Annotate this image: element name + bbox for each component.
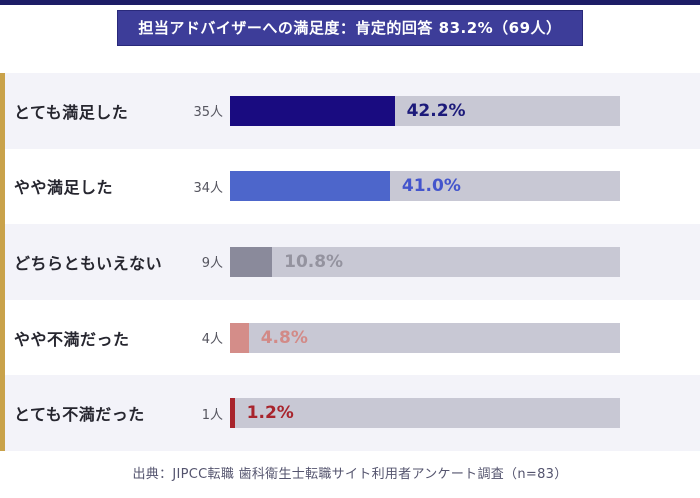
- category-label: とても満足した: [14, 102, 129, 122]
- value-label: 10.8%: [284, 251, 344, 272]
- bar-fill: [230, 171, 390, 202]
- category-label: やや満足した: [14, 178, 114, 198]
- bar-row: やや満足した 34人 41.0%: [5, 149, 700, 225]
- count-label: 34人: [193, 180, 223, 196]
- value-label: 42.2%: [406, 100, 466, 121]
- count-label: 9人: [201, 256, 223, 272]
- value-label: 1.2%: [246, 403, 294, 424]
- bar-chart: とても満足した 35人 42.2% やや満足した 34人 41.0% どちらともいえない 9人…: [0, 73, 700, 451]
- category-label: やや不満だった: [14, 329, 130, 349]
- bar-track: 1.2%: [230, 398, 620, 429]
- bar-row: とても満足した 35人 42.2%: [5, 73, 700, 149]
- bar-fill: [230, 322, 249, 353]
- category-label: どちらともいえない: [14, 253, 163, 273]
- bar-track: 42.2%: [230, 95, 620, 126]
- bar-row: やや不満だった 4人 4.8%: [5, 300, 700, 376]
- chart-title: 担当アドバイザーへの満足度：肯定的回答 83.2%（69人）: [117, 10, 583, 46]
- bar-fill: [230, 95, 395, 126]
- bar-row: とても不満だった 1人 1.2%: [5, 375, 700, 451]
- bar-track: 10.8%: [230, 246, 620, 277]
- count-label: 1人: [201, 407, 223, 423]
- bar-fill: [230, 398, 235, 429]
- bar-track: 41.0%: [230, 171, 620, 202]
- count-label: 35人: [193, 105, 223, 121]
- bar-track: 4.8%: [230, 322, 620, 353]
- category-label: とても不満だった: [14, 405, 145, 425]
- count-label: 4人: [201, 332, 223, 348]
- bar-row: どちらともいえない 9人 10.8%: [5, 224, 700, 300]
- value-label: 41.0%: [401, 176, 461, 197]
- top-accent-border: [0, 0, 700, 5]
- value-label: 4.8%: [260, 327, 308, 348]
- source-citation: 出典：JIPCC転職 歯科衛生士転職サイト利用者アンケート調査（n=83）: [132, 467, 568, 482]
- bar-fill: [230, 246, 273, 277]
